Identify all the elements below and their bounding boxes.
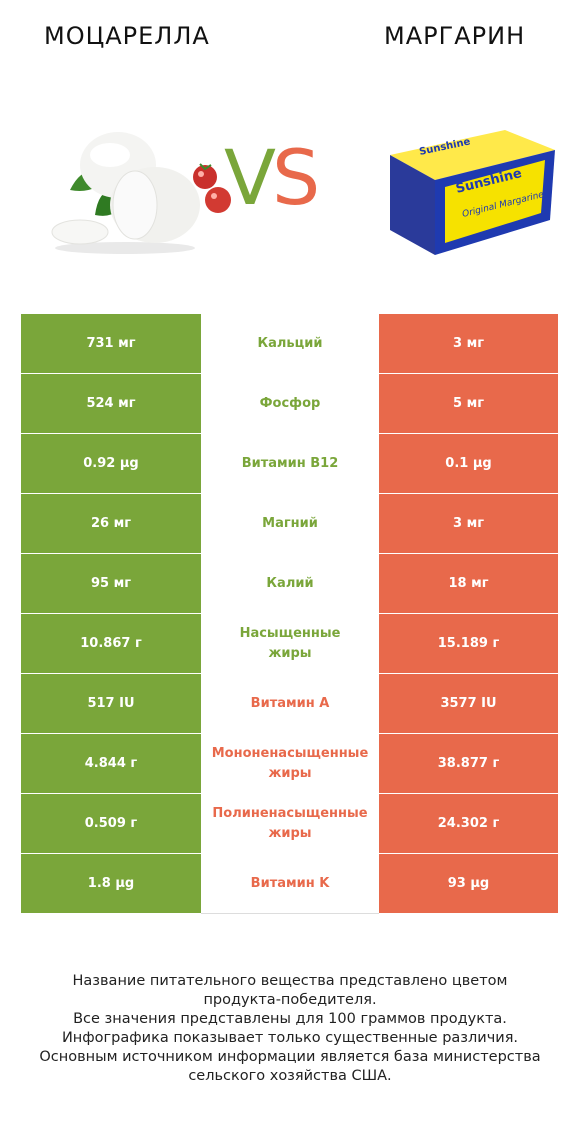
left-value: 10.867 г (21, 614, 201, 674)
nutrient-label: Полиненасыщенные жиры (201, 794, 379, 854)
versus-label: VS (224, 133, 320, 222)
left-value: 1.8 µg (21, 854, 201, 914)
left-value: 517 IU (21, 674, 201, 734)
right-value: 24.302 г (379, 794, 558, 854)
nutrient-label: Насыщенные жиры (201, 614, 379, 674)
nutrient-label: Витамин B12 (201, 434, 379, 494)
footer-line: Основным источником информации является … (39, 1049, 541, 1065)
nutrient-label: Магний (201, 494, 379, 554)
right-value: 5 мг (379, 374, 558, 434)
left-value: 4.844 г (21, 734, 201, 794)
footer-line: сельского хозяйства США. (188, 1068, 392, 1084)
right-value: 3 мг (379, 494, 558, 554)
nutrient-label: Мононенасыщенные жиры (201, 734, 379, 794)
footer-line: продукта-победителя. (203, 992, 377, 1008)
table-row: 524 мг Фосфор 5 мг (21, 374, 558, 434)
nutrient-label-line: Насыщенные (239, 626, 341, 641)
right-value: 0.1 µg (379, 434, 558, 494)
table-row: 0.92 µg Витамин B12 0.1 µg (21, 434, 558, 494)
table-row: 0.509 г Полиненасыщенные жиры 24.302 г (21, 794, 558, 854)
footer-note: Название питательного вещества представл… (0, 972, 580, 1086)
mozzarella-image (51, 132, 231, 254)
left-value: 524 мг (21, 374, 201, 434)
nutrient-label-line: Мононенасыщенные (211, 746, 369, 761)
table-row: 4.844 г Мононенасыщенные жиры 38.877 г (21, 734, 558, 794)
table-row: 1.8 µg Витамин K 93 µg (21, 854, 558, 914)
comparison-table: 731 мг Кальций 3 мг 524 мг Фосфор 5 мг 0.92 µg… (21, 314, 558, 914)
right-value: 18 мг (379, 554, 558, 614)
right-value: 3577 IU (379, 674, 558, 734)
table-row: 26 мг Магний 3 мг (21, 494, 558, 554)
nutrient-label: Калий (201, 554, 379, 614)
nutrient-label: Фосфор (201, 374, 379, 434)
table-row: 517 IU Витамин A 3577 IU (21, 674, 558, 734)
footer-line: Все значения представлены для 100 граммо… (73, 1011, 507, 1027)
left-value: 26 мг (21, 494, 201, 554)
nutrient-label-line: жиры (268, 766, 312, 781)
right-value: 3 мг (379, 314, 558, 374)
left-value: 0.509 г (21, 794, 201, 854)
right-product-title: МАРГАРИН (384, 22, 526, 50)
left-value: 731 мг (21, 314, 201, 374)
nutrient-label-line: жиры (268, 646, 312, 661)
footer-line: Название питательного вещества представл… (72, 973, 508, 989)
right-value: 93 µg (379, 854, 558, 914)
right-value: 38.877 г (379, 734, 558, 794)
nutrient-label-line: жиры (268, 826, 312, 841)
nutrient-label-line: Полиненасыщенные (212, 806, 368, 821)
nutrient-label: Витамин K (201, 854, 379, 914)
right-value: 15.189 г (379, 614, 558, 674)
left-product-title: МОЦАРЕЛЛА (44, 22, 210, 50)
table-row: 731 мг Кальций 3 мг (21, 314, 558, 374)
table-row: 95 мг Калий 18 мг (21, 554, 558, 614)
left-value: 95 мг (21, 554, 201, 614)
left-value: 0.92 µg (21, 434, 201, 494)
table-row: 10.867 г Насыщенные жиры 15.189 г (21, 614, 558, 674)
footer-line: Инфографика показывает только существенн… (61, 1030, 519, 1046)
nutrient-label: Витамин A (201, 674, 379, 734)
margarine-image: Sunshine Original Margarine 500 g Sunshi… (390, 130, 555, 255)
nutrient-label: Кальций (201, 314, 379, 374)
